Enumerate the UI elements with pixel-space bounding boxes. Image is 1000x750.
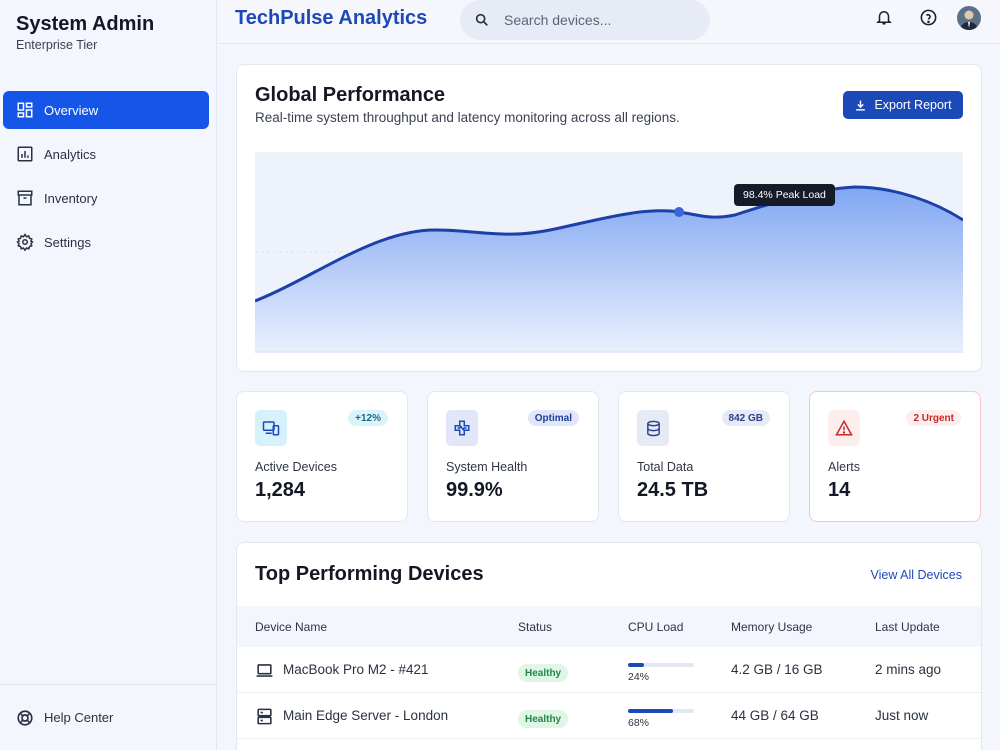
health-icon-wrap [446, 410, 478, 446]
user-avatar-icon [957, 6, 981, 30]
stat-value: 24.5 TB [637, 479, 709, 501]
export-report-button[interactable]: Export Report [843, 91, 963, 119]
export-report-label: Export Report [874, 98, 952, 112]
avatar[interactable] [957, 6, 981, 30]
stat-badge: 842 GB [721, 410, 770, 426]
warning-icon [835, 419, 853, 436]
status-badge: Healthy [518, 710, 569, 728]
column-header-status[interactable]: Status [518, 620, 553, 634]
table-row[interactable]: MacBook Pro M2 - #421 Healthy 24% 4.2 GB… [237, 647, 981, 693]
stat-value: 14 [828, 479, 851, 501]
device-name: MacBook Pro M2 - #421 [283, 662, 429, 677]
help-circle-icon [920, 9, 936, 25]
stat-badge: +12% [348, 410, 388, 426]
sidebar-item-label: Settings [44, 234, 91, 250]
devices-icon-wrap [255, 410, 287, 446]
stat-card-total-data: 842 GB Total Data 24.5 TB [618, 391, 790, 522]
health-icon [454, 420, 470, 436]
global-performance-card: Global Performance Real-time system thro… [236, 64, 982, 372]
stat-label: Active Devices [255, 460, 337, 474]
bar-chart-icon [17, 146, 33, 162]
performance-chart [255, 152, 963, 353]
search-input[interactable] [504, 12, 684, 28]
database-icon [646, 420, 660, 436]
column-header-device-name[interactable]: Device Name [255, 620, 328, 634]
device-name: Main Edge Server - London [283, 708, 449, 723]
stat-value: 1,284 [255, 479, 306, 501]
stat-label: Alerts [828, 460, 860, 474]
cpu-load-fill [628, 709, 673, 713]
memory-usage: 4.2 GB / 16 GB [731, 662, 823, 677]
sidebar-item-overview[interactable]: Overview [3, 91, 209, 129]
stat-label: System Health [446, 460, 528, 474]
chart-area [255, 187, 963, 353]
stat-card-active-devices: +12% Active Devices 1,284 [236, 391, 408, 522]
column-header-cpu-load[interactable]: CPU Load [628, 620, 684, 634]
archive-icon [17, 190, 33, 206]
sidebar-item-settings[interactable]: Settings [3, 223, 209, 261]
sidebar-item-analytics[interactable]: Analytics [3, 135, 209, 173]
cpu-load-value: 68% [628, 717, 650, 729]
performance-subtitle: Real-time system throughput and latency … [255, 110, 680, 125]
server-icon [257, 708, 272, 725]
last-update: Just now [875, 708, 929, 723]
download-icon [856, 100, 866, 111]
last-update: 2 mins ago [875, 662, 942, 677]
cpu-load-fill [628, 663, 644, 667]
help-button[interactable] [917, 6, 939, 28]
stat-label: Total Data [637, 460, 694, 474]
cpu-load-bar [628, 663, 694, 667]
gear-icon [16, 233, 34, 251]
laptop-icon [256, 664, 273, 677]
devices-icon [262, 421, 280, 436]
stat-card-alerts: 2 Urgent Alerts 14 [809, 391, 981, 522]
help-center-label: Help Center [44, 710, 114, 725]
sidebar-nav: Overview Analytics Inventory Settings [3, 91, 209, 267]
performance-title: Global Performance [255, 84, 446, 106]
view-all-devices-link[interactable]: View All Devices [870, 568, 962, 582]
table-header: Device Name Status CPU Load Memory Usage… [237, 606, 981, 647]
sidebar-item-inventory[interactable]: Inventory [3, 179, 209, 217]
stat-card-system-health: Optimal System Health 99.9% [427, 391, 599, 522]
lifebuoy-icon [17, 709, 33, 726]
memory-usage: 44 GB / 64 GB [731, 708, 819, 723]
cpu-load-value: 24% [628, 671, 650, 683]
devices-title: Top Performing Devices [255, 563, 484, 585]
sidebar-item-label: Inventory [44, 190, 98, 206]
chart-marker [674, 207, 684, 217]
sidebar-item-label: Analytics [44, 146, 97, 162]
chart-line [255, 185, 963, 303]
stat-badge: Optimal [527, 410, 579, 426]
peak-load-tooltip: 98.4% Peak Load [734, 184, 835, 206]
column-header-memory-usage[interactable]: Memory Usage [731, 620, 813, 634]
warning-icon-wrap [828, 410, 860, 446]
table-row[interactable]: Main Edge Server - London Healthy 68% 44… [237, 693, 981, 739]
top-header: TechPulse Analytics [218, 0, 1000, 44]
database-icon-wrap [637, 410, 669, 446]
status-badge: Healthy [518, 664, 569, 682]
column-header-last-update[interactable]: Last Update [875, 620, 940, 634]
top-devices-card: Top Performing Devices View All Devices … [236, 542, 982, 750]
help-center-link[interactable]: Help Center [0, 684, 216, 750]
notifications-button[interactable] [873, 6, 895, 28]
stat-value: 99.9% [446, 479, 503, 501]
cpu-load-bar [628, 709, 694, 713]
app-title: TechPulse Analytics [235, 7, 428, 29]
sidebar-subtitle: Enterprise Tier [16, 38, 98, 52]
search-bar [460, 0, 710, 40]
sidebar: System Admin Enterprise Tier Overview An… [0, 0, 217, 750]
search-icon [475, 13, 488, 26]
dashboard-icon [17, 102, 33, 118]
bell-icon [876, 11, 892, 25]
sidebar-item-label: Overview [44, 102, 99, 118]
sidebar-title: System Admin [16, 13, 155, 35]
stat-badge: 2 Urgent [906, 410, 961, 426]
